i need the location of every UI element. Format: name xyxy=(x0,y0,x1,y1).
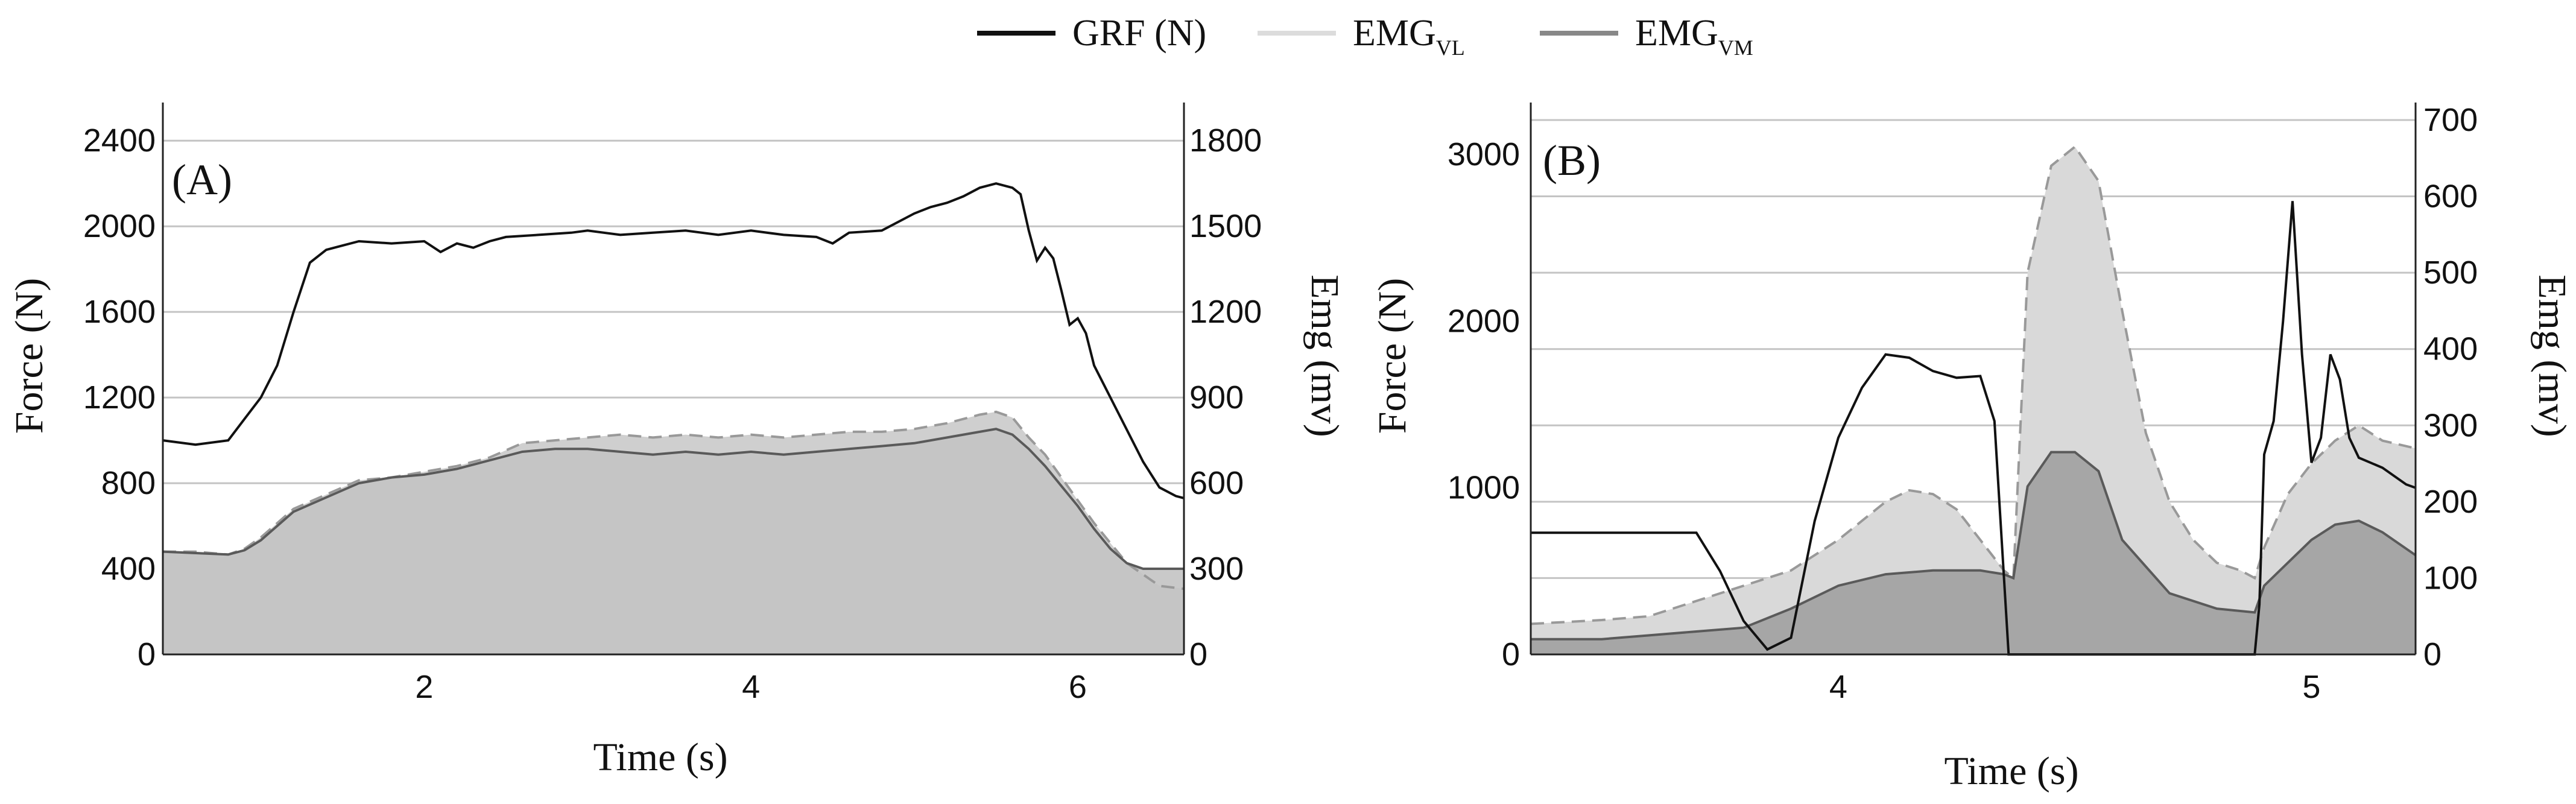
legend-label-grf: GRF (N) xyxy=(1072,13,1206,54)
panel-a-emg-vl-line xyxy=(163,410,1185,590)
panel-a-x-tick-label: 6 xyxy=(1069,669,1087,705)
legend-item-grf: GRF (N) xyxy=(977,13,1206,54)
panel-a-y-tick-label: 2000 xyxy=(83,208,156,244)
panel-b-x-axis-title: Time (s) xyxy=(1944,749,2078,793)
panel-a-lines xyxy=(162,182,1185,590)
panel-a-y2-tick-label: 900 xyxy=(1189,379,1244,416)
legend-label-emg-vm-sub: VM xyxy=(1718,36,1753,60)
panel-b-y-tick-label: 3000 xyxy=(1448,136,1520,173)
panel-b-y-tick-label: 2000 xyxy=(1448,303,1520,339)
panel-b-y2-tick-label: 100 xyxy=(2423,560,2478,596)
panel-b-y2-tick-label: 700 xyxy=(2423,102,2478,138)
panel-b-y2-axis-title: Emg (mv) xyxy=(2530,274,2574,437)
panel-a-x-axis-title: Time (s) xyxy=(593,735,727,779)
panel-b-emg-vl-line xyxy=(1530,145,2416,625)
legend-label-emg-vl-sub: VL xyxy=(1436,36,1465,60)
legend-label-emg-vm: EMGVM xyxy=(1635,13,1753,60)
panel-a: 0 400 800 1200 1600 2000 2400 0 300 600 900 1200 150… xyxy=(7,103,1347,779)
panel-b-y2-tick-label: 500 xyxy=(2423,255,2478,291)
panel-b-areas xyxy=(1531,147,2416,655)
panel-a-x-tick-label: 4 xyxy=(742,669,760,705)
panel-a-areas xyxy=(163,411,1184,654)
panel-b-x-tick-label: 5 xyxy=(2302,669,2320,705)
panel-a-y2-tick-label: 300 xyxy=(1189,551,1244,587)
panel-b-label: (B) xyxy=(1543,136,1601,185)
panel-a-y2-tick-label: 0 xyxy=(1189,636,1207,673)
panel-b-y2-tick-label: 300 xyxy=(2423,407,2478,443)
panel-b-axes xyxy=(1530,103,2417,656)
panel-a-label: (A) xyxy=(172,156,232,204)
panel-a-y2-tick-label: 1200 xyxy=(1189,294,1262,330)
panel-a-y2-tick-label: 1500 xyxy=(1189,208,1262,244)
panel-b-emg-vm-line xyxy=(1531,451,2417,641)
panel-b-y-axis-title: Force (N) xyxy=(1370,278,1414,434)
legend-item-emg-vl: EMGVL xyxy=(1258,13,1465,60)
panel-a-y-tick-label: 400 xyxy=(101,551,156,587)
panel-a-x-tick-label: 2 xyxy=(415,669,433,705)
panel-b: 0 1000 2000 3000 0 100 200 300 400 500 600 700 4 5 (B… xyxy=(1370,102,2574,793)
panel-a-y-tick-label: 1200 xyxy=(83,379,156,416)
panel-a-axes xyxy=(162,103,1185,656)
legend: GRF (N) EMGVL EMGVM xyxy=(977,13,1753,60)
panel-a-y-tick-label: 1600 xyxy=(83,294,156,330)
panel-a-y2-tick-label: 600 xyxy=(1189,465,1244,501)
panel-a-y-tick-label: 2400 xyxy=(83,122,156,159)
legend-label-emg-vm-main: EMG xyxy=(1635,13,1718,54)
legend-label-emg-vl-main: EMG xyxy=(1353,13,1436,54)
panel-b-y2-tick-label: 0 xyxy=(2423,636,2442,673)
panel-a-ticks: 0 400 800 1200 1600 2000 2400 0 300 600 900 1200 150… xyxy=(83,122,1262,705)
panel-b-y2-tick-label: 400 xyxy=(2423,331,2478,367)
panel-b-y2-tick-label: 600 xyxy=(2423,179,2478,215)
panel-b-ticks: 0 1000 2000 3000 0 100 200 300 400 500 600 700 4 5 xyxy=(1448,102,2478,705)
panel-b-y2-tick-label: 200 xyxy=(2423,484,2478,520)
panel-a-y-axis-title: Force (N) xyxy=(7,278,51,434)
legend-item-emg-vm: EMGVM xyxy=(1540,13,1753,60)
panel-a-emg-vm-line xyxy=(162,428,1184,570)
panel-a-y2-tick-label: 1800 xyxy=(1189,122,1262,159)
panel-b-emg-vm-area xyxy=(1531,452,2416,654)
panel-a-y-tick-label: 0 xyxy=(138,636,156,673)
legend-label-emg-vl: EMGVL xyxy=(1353,13,1465,60)
panel-b-x-tick-label: 4 xyxy=(1829,669,1847,705)
panel-a-emg-vm-area xyxy=(163,429,1184,654)
panel-a-y-tick-label: 800 xyxy=(101,465,156,501)
panel-a-y2-axis-title: Emg (mv) xyxy=(1303,274,1347,437)
panel-a-grf-line xyxy=(162,182,1185,499)
panel-b-y-tick-label: 0 xyxy=(1502,636,1520,673)
panel-b-y-tick-label: 1000 xyxy=(1448,470,1520,506)
